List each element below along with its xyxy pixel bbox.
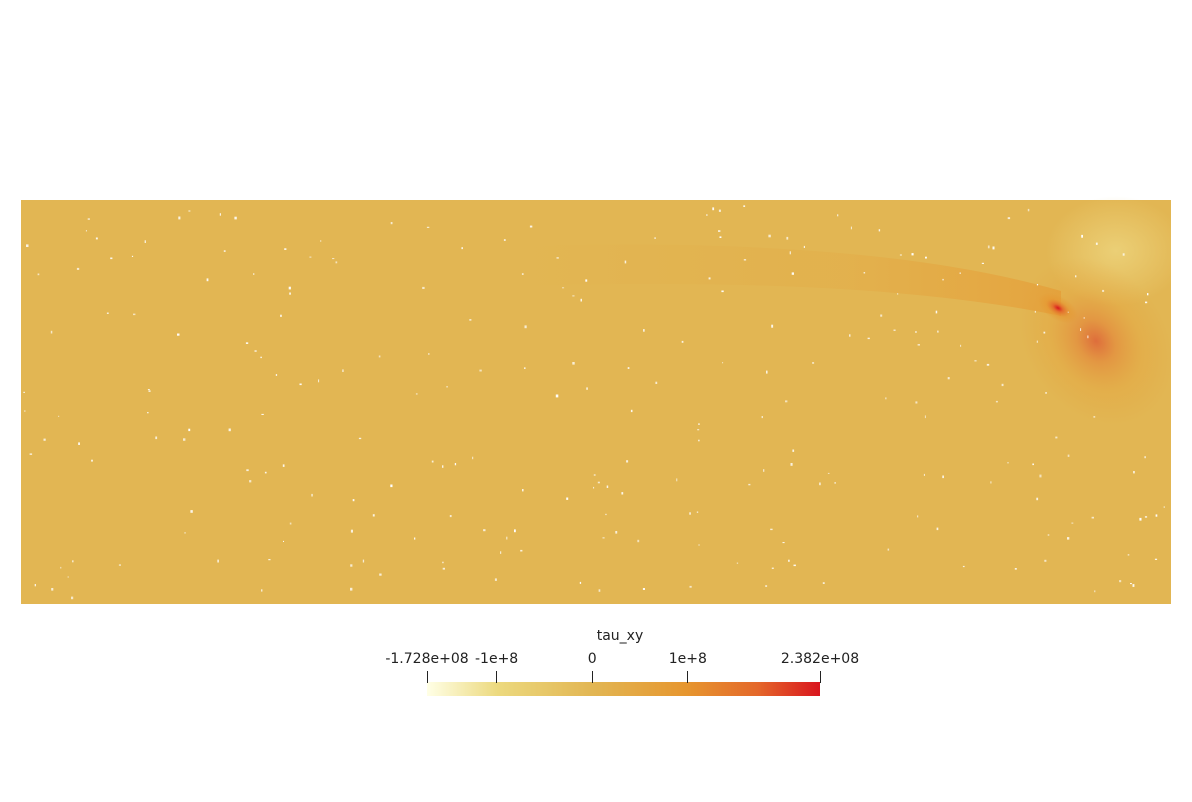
colorbar-tick [687, 671, 689, 683]
colorbar-gradient [427, 682, 820, 696]
colorbar-tick-label: 1e+8 [668, 651, 707, 667]
stress-concentration [1038, 292, 1078, 324]
colorbar-tick [426, 671, 428, 683]
colorbar-tick-label: -1.728e+08 [385, 651, 469, 667]
colorbar-title: tau_xy [596, 628, 644, 644]
mesh-speckles [23, 205, 1165, 600]
colorbar-tick [496, 671, 498, 683]
colorbar-tick [819, 671, 821, 683]
colorbar-tick-label: 2.382e+08 [780, 651, 860, 667]
upper-shear-band [521, 244, 1061, 316]
colorbar-tick-label: -1e+8 [475, 651, 519, 667]
colorbar-legend: tau_xy -1.728e+08 -1e+8 0 1e+8 2.382e+08 [370, 628, 870, 708]
colorbar-tick [591, 671, 593, 683]
stress-field-plot [21, 196, 1171, 604]
colorbar-tick-label: 0 [587, 651, 597, 667]
